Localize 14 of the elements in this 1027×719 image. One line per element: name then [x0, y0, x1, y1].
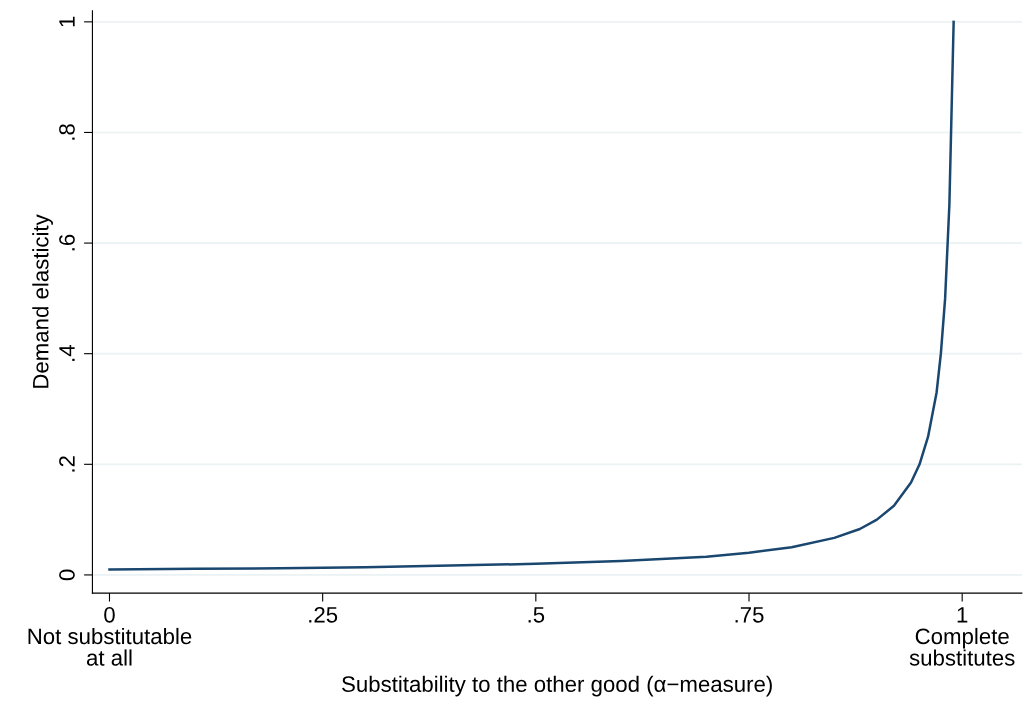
- line-series: [108, 20, 955, 571]
- x-tick-label: 0 Not substitutable at all: [28, 606, 192, 666]
- y-tick-label: .8: [59, 124, 75, 140]
- y-tick-label: .2: [59, 456, 75, 472]
- y-tick-label: .6: [59, 234, 75, 251]
- x-tick-label: .5: [528, 607, 545, 623]
- y-tick-label: .4: [59, 345, 75, 361]
- x-tick-label: 1 Complete substitutes: [909, 607, 1015, 666]
- y-axis-title: Demand elasticity: [32, 214, 53, 388]
- y-tick-label: 0: [59, 569, 75, 581]
- x-axis-title: Substitability to the other good (α−measure): [342, 675, 772, 697]
- x-tick-label: .25: [309, 606, 338, 623]
- y-tick-label: 1: [59, 16, 75, 27]
- x-tick-label: .75: [735, 607, 764, 623]
